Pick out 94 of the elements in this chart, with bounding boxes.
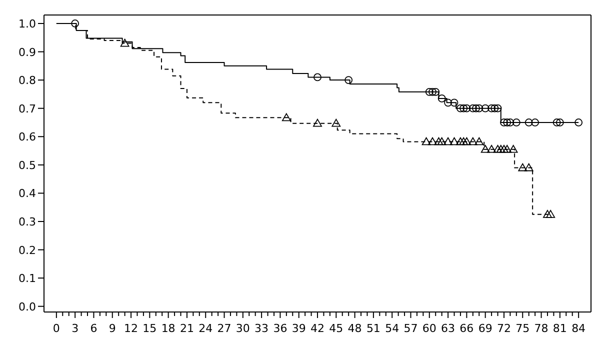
point	[496, 144, 506, 153]
y-tick-label: 0.9	[18, 46, 36, 59]
x-tick-label: 45	[329, 322, 344, 335]
x-tick-label: 0	[52, 322, 60, 335]
point	[543, 210, 552, 218]
point	[444, 137, 452, 146]
x-tick-label: 36	[273, 322, 288, 335]
point	[474, 137, 484, 146]
x-tick-label: 18	[161, 322, 176, 335]
x-tick-label: 72	[496, 322, 511, 335]
x-tick-label: 48	[348, 322, 362, 335]
point	[428, 137, 437, 146]
y-tick-label: 0.5	[18, 158, 36, 172]
point	[460, 104, 468, 112]
point	[481, 104, 490, 112]
y-tick-label: 1.0	[18, 17, 36, 30]
point	[344, 76, 353, 84]
point	[332, 118, 341, 127]
point	[432, 88, 440, 96]
x-tick-label: 54	[385, 322, 400, 335]
y-tick-label: 0.6	[18, 130, 36, 144]
point	[468, 104, 477, 112]
point	[488, 104, 496, 112]
point	[487, 144, 496, 153]
point	[459, 137, 468, 146]
y-tick-label: 0.3	[18, 215, 36, 228]
y-tick-label: 0.8	[18, 74, 36, 88]
point	[425, 88, 434, 96]
point	[282, 113, 291, 122]
x-tick-label: 42	[310, 322, 324, 335]
x-tick-label: 60	[422, 322, 436, 335]
point	[524, 163, 534, 172]
point	[502, 144, 512, 153]
x-tick-label: 57	[404, 322, 418, 335]
y-tick-label: 0.4	[18, 187, 36, 200]
point	[462, 104, 471, 112]
point	[512, 118, 520, 126]
point	[508, 144, 518, 153]
point	[480, 144, 490, 153]
point	[438, 94, 446, 102]
point	[434, 137, 444, 146]
point	[313, 118, 322, 127]
point	[574, 118, 583, 126]
point	[120, 38, 130, 47]
point	[314, 73, 322, 82]
point	[500, 144, 508, 153]
x-tick-label: 75	[516, 322, 530, 335]
point	[444, 98, 452, 107]
x-tick-label: 39	[292, 322, 306, 335]
x-tick-label: 66	[460, 322, 474, 335]
y-tick-label: 0.1	[18, 272, 36, 286]
y-tick-label: 0.7	[18, 102, 36, 116]
x-tick-label: 12	[124, 322, 138, 335]
point	[462, 137, 472, 146]
x-tick-label: 30	[236, 322, 250, 335]
point	[552, 118, 561, 126]
point	[472, 104, 480, 112]
point	[428, 88, 436, 96]
x-tick-label: 84	[572, 322, 586, 335]
x-tick-label: 15	[142, 322, 157, 335]
x-tick-label: 33	[254, 322, 269, 335]
point	[71, 20, 80, 28]
point	[556, 118, 564, 126]
point	[503, 118, 512, 126]
point	[450, 137, 459, 146]
x-tick-label: 24	[198, 322, 213, 335]
point	[450, 98, 458, 107]
point	[518, 163, 528, 172]
point	[493, 144, 502, 153]
point	[506, 118, 514, 126]
point	[475, 104, 484, 112]
point	[456, 137, 465, 146]
point	[490, 104, 499, 112]
point	[456, 104, 464, 112]
x-tick-label: 51	[366, 322, 380, 335]
y-tick-label: 0.0	[18, 300, 36, 314]
x-tick-label: 81	[552, 322, 567, 335]
x-tick-label: 27	[217, 322, 232, 335]
point	[524, 118, 533, 126]
x-tick-label: 6	[90, 322, 98, 335]
point	[422, 137, 431, 146]
x-tick-label: 9	[108, 322, 116, 335]
point	[437, 137, 446, 146]
x-tick-label: 69	[478, 322, 492, 335]
point	[531, 118, 540, 126]
x-tick-label: 63	[441, 322, 456, 335]
point	[468, 137, 478, 146]
point	[494, 104, 502, 112]
x-tick-label: 21	[180, 322, 194, 335]
point	[546, 210, 556, 218]
point	[500, 118, 508, 126]
x-tick-label: 78	[534, 322, 548, 335]
x-tick-label: 3	[72, 322, 79, 335]
y-tick-label: 0.2	[18, 244, 36, 257]
